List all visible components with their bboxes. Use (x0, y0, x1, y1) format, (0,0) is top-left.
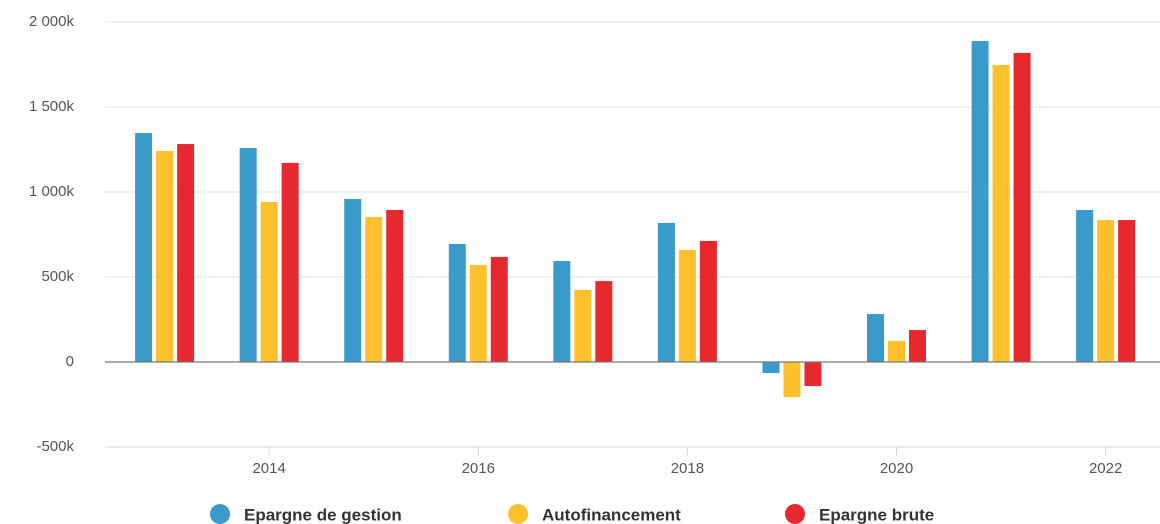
y-tick-label: -500k (36, 438, 74, 455)
bar (386, 210, 404, 362)
legend-marker (785, 504, 805, 524)
bar (1097, 220, 1115, 362)
legend-label: Epargne brute (819, 505, 934, 524)
bar (553, 261, 571, 362)
y-tick-label: 2 000k (29, 13, 75, 30)
y-tick-label: 1 500k (29, 98, 75, 115)
bar (1118, 220, 1136, 362)
bar (678, 249, 696, 362)
x-tick-label: 2022 (1089, 460, 1122, 477)
bar (804, 362, 822, 386)
bar (1076, 210, 1094, 362)
bar (448, 244, 466, 362)
bar (490, 256, 508, 362)
bar (177, 144, 195, 362)
legend-label: Epargne de gestion (244, 505, 402, 524)
bar (888, 340, 906, 362)
bar (135, 133, 153, 362)
y-tick-label: 0 (66, 353, 74, 370)
y-tick-label: 1 000k (29, 183, 75, 200)
y-tick-label: 500k (41, 268, 74, 285)
bar (260, 202, 278, 362)
bar (992, 65, 1010, 362)
bar (156, 151, 174, 362)
bar (281, 162, 299, 362)
bar (971, 41, 989, 362)
legend-marker (210, 504, 230, 524)
legend-marker (508, 504, 528, 524)
x-tick-label: 2020 (880, 460, 913, 477)
bar (699, 240, 717, 362)
x-tick-label: 2018 (671, 460, 704, 477)
bar (574, 289, 592, 362)
bar (365, 216, 383, 362)
bar (239, 147, 257, 362)
x-tick-label: 2016 (462, 460, 495, 477)
legend-label: Autofinancement (542, 505, 681, 524)
bar (867, 314, 885, 362)
x-tick-label: 2014 (252, 460, 285, 477)
bar (1013, 52, 1031, 362)
bar (344, 198, 362, 362)
bar (762, 362, 780, 374)
bar (783, 362, 801, 398)
bar (657, 222, 675, 362)
bar (595, 281, 613, 362)
bar (469, 264, 487, 362)
bar (909, 330, 927, 362)
